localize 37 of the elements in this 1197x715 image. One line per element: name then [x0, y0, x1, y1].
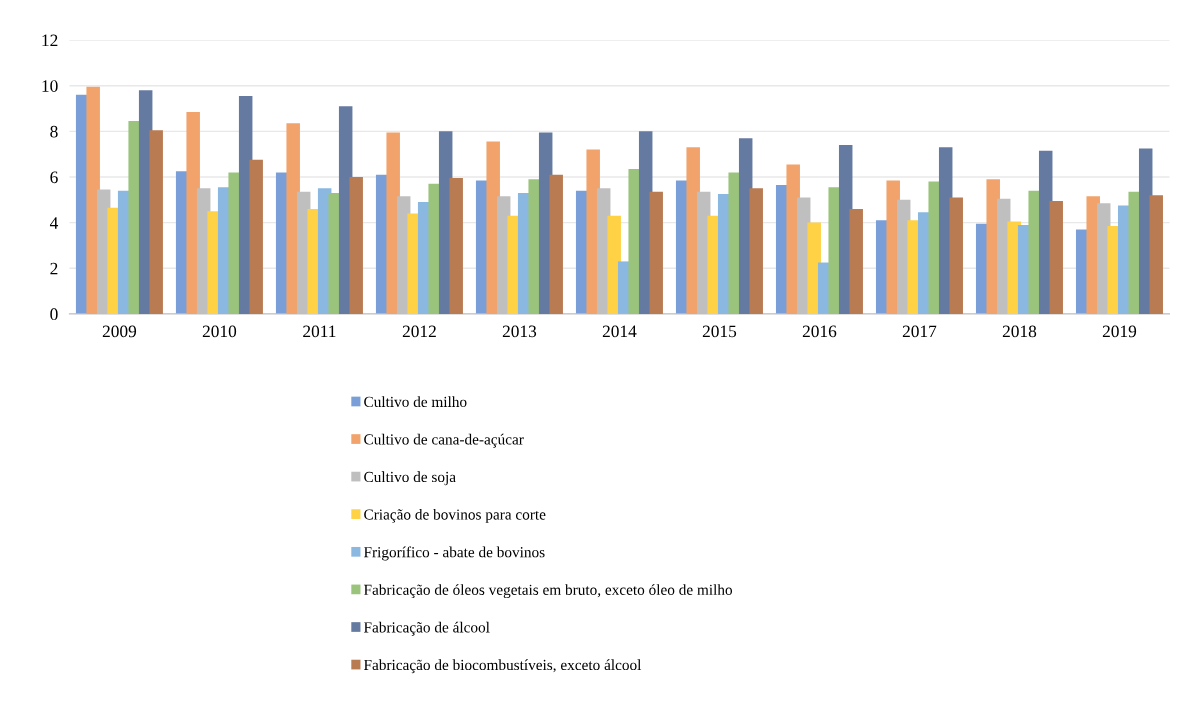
- y-tick-label: 12: [42, 34, 58, 47]
- legend-label: Cultivo de soja: [364, 471, 456, 486]
- bar: [149, 130, 163, 314]
- bar: [849, 208, 863, 314]
- bar: [949, 197, 963, 314]
- y-tick-label: 0: [50, 308, 58, 321]
- x-tick-label: 2011: [303, 325, 336, 338]
- legend-label: Fabricação de biocombustíveis, exceto álcool: [363, 659, 642, 674]
- bar: [1149, 195, 1163, 314]
- bar: [1049, 200, 1063, 314]
- y-tick-label: 10: [42, 80, 58, 92]
- bar: [249, 159, 263, 314]
- bar: [549, 174, 563, 314]
- legend-label: Frigorífico - abate de bovinos: [363, 546, 545, 561]
- x-tick-label: 2013: [502, 325, 537, 338]
- y-tick-label: 2: [50, 262, 58, 275]
- x-tick-label: 2015: [702, 325, 737, 338]
- bar: [449, 178, 463, 314]
- bar: [749, 188, 763, 314]
- x-tick-label: 2009: [102, 325, 137, 338]
- x-tick-label: 2010: [202, 325, 237, 338]
- legend-label: Criação de bovinos para corte: [364, 508, 546, 523]
- legend-label: Fabricação de óleos vegetais em bruto, exceto óleo de milho: [363, 584, 733, 599]
- y-tick-label: 6: [50, 171, 58, 184]
- bar: [349, 176, 363, 314]
- x-tick-label: 2012: [402, 325, 436, 338]
- x-tick-label: 2016: [802, 325, 837, 338]
- legend-label: Cultivo de cana-de-açúcar: [364, 433, 524, 448]
- legend-label: Fabricação de álcool: [363, 621, 490, 636]
- bar: [649, 191, 663, 314]
- legend-label: Cultivo de milho: [364, 396, 467, 408]
- x-tick-label: 2014: [602, 325, 637, 338]
- x-tick-label: 2019: [1102, 325, 1137, 338]
- x-tick-label: 2017: [902, 325, 937, 338]
- y-tick-label: 4: [49, 217, 59, 229]
- y-tick-label: 8: [50, 125, 58, 138]
- x-tick-label: 2018: [1002, 325, 1037, 338]
